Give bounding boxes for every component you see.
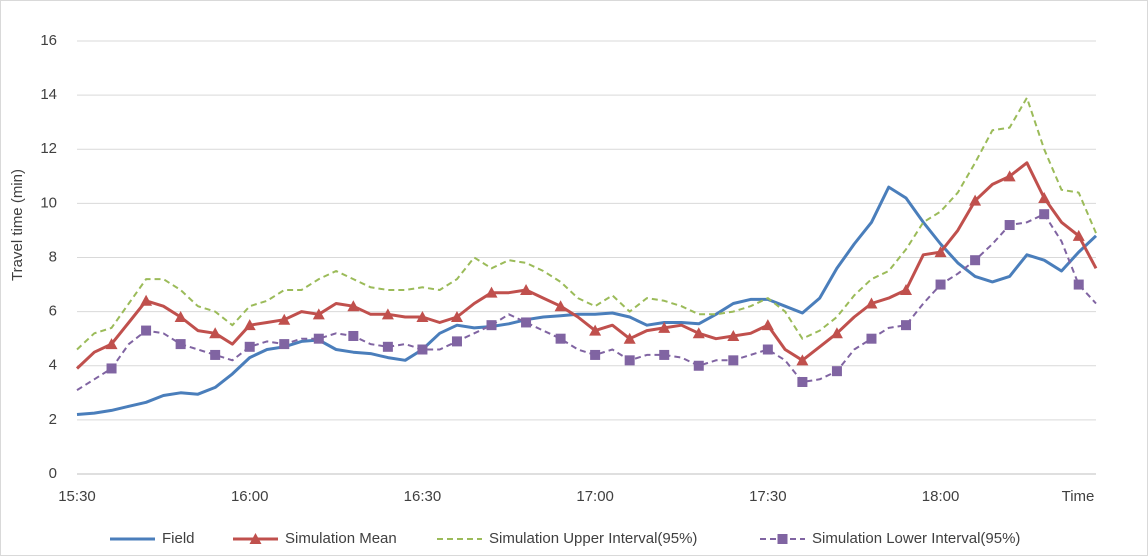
data-point	[797, 376, 808, 387]
data-point	[348, 330, 359, 341]
data-point	[969, 194, 982, 206]
series-line	[76, 96, 1097, 351]
legend-label: Field	[162, 530, 195, 547]
data-point	[106, 363, 117, 374]
data-point	[658, 321, 671, 333]
data-point	[312, 308, 325, 320]
data-point	[761, 319, 774, 331]
y-tick-label: 6	[49, 303, 57, 320]
data-point	[830, 327, 843, 339]
data-point	[140, 294, 153, 306]
data-point	[555, 333, 566, 344]
y-tick-label: 4	[49, 357, 57, 374]
data-point	[278, 313, 291, 325]
x-tick-label: 17:30	[749, 488, 787, 505]
data-point	[381, 308, 394, 320]
data-point	[1072, 229, 1085, 241]
data-point	[900, 283, 913, 295]
data-point	[244, 341, 255, 352]
data-point	[174, 311, 187, 323]
y-tick-label: 0	[49, 465, 57, 482]
y-tick-label: 14	[40, 86, 57, 103]
data-point	[762, 344, 773, 355]
data-point	[1004, 220, 1015, 231]
y-tick-label: 2	[49, 411, 57, 428]
data-point	[520, 283, 533, 295]
x-tick-label: 18:00	[922, 488, 960, 505]
data-point	[831, 366, 842, 377]
data-point	[727, 329, 740, 341]
data-point	[970, 255, 981, 266]
data-point	[659, 349, 670, 360]
data-point	[417, 344, 428, 355]
data-point	[1073, 279, 1084, 290]
y-tick-label: 10	[40, 194, 57, 211]
data-point	[1039, 209, 1050, 220]
legend-marker	[249, 533, 262, 544]
data-point	[623, 332, 636, 344]
x-tick-label: 15:30	[58, 488, 96, 505]
data-point	[243, 319, 256, 331]
data-point	[901, 320, 912, 331]
data-point	[347, 300, 360, 312]
x-tick-label: 16:30	[404, 488, 442, 505]
data-point	[141, 325, 152, 336]
data-point	[486, 320, 497, 331]
data-point	[1038, 191, 1051, 203]
data-point	[521, 317, 532, 328]
data-point	[796, 354, 809, 366]
data-point	[279, 339, 290, 350]
series-line	[76, 185, 1098, 416]
data-point	[935, 279, 946, 290]
data-point	[865, 297, 878, 309]
legend-label: Simulation Lower Interval(95%)	[812, 530, 1020, 547]
data-point	[554, 300, 567, 312]
data-point	[728, 355, 739, 366]
data-point	[866, 333, 877, 344]
y-axis-label: Travel time (min)	[9, 169, 26, 281]
legend-marker	[777, 534, 788, 544]
data-point	[590, 349, 601, 360]
data-point	[624, 355, 635, 366]
x-axis-label: Time	[1062, 488, 1095, 505]
data-point	[450, 311, 463, 323]
legend-label: Simulation Mean	[285, 530, 397, 547]
data-point	[692, 327, 705, 339]
y-tick-label: 16	[40, 32, 57, 49]
data-point	[416, 311, 429, 323]
data-point	[1003, 170, 1016, 182]
data-point	[382, 341, 393, 352]
x-tick-label: 17:00	[576, 488, 614, 505]
y-tick-label: 12	[40, 140, 57, 157]
data-point	[451, 336, 462, 347]
data-point	[105, 338, 118, 350]
y-tick-label: 8	[49, 248, 57, 265]
data-point	[209, 327, 222, 339]
data-point	[313, 333, 324, 344]
legend-label: Simulation Upper Interval(95%)	[489, 530, 697, 547]
data-point	[175, 339, 186, 350]
data-point	[589, 324, 602, 336]
x-tick-label: 16:00	[231, 488, 269, 505]
data-point	[210, 349, 221, 360]
data-point	[485, 286, 498, 298]
data-point	[693, 360, 704, 371]
data-point	[934, 246, 947, 258]
